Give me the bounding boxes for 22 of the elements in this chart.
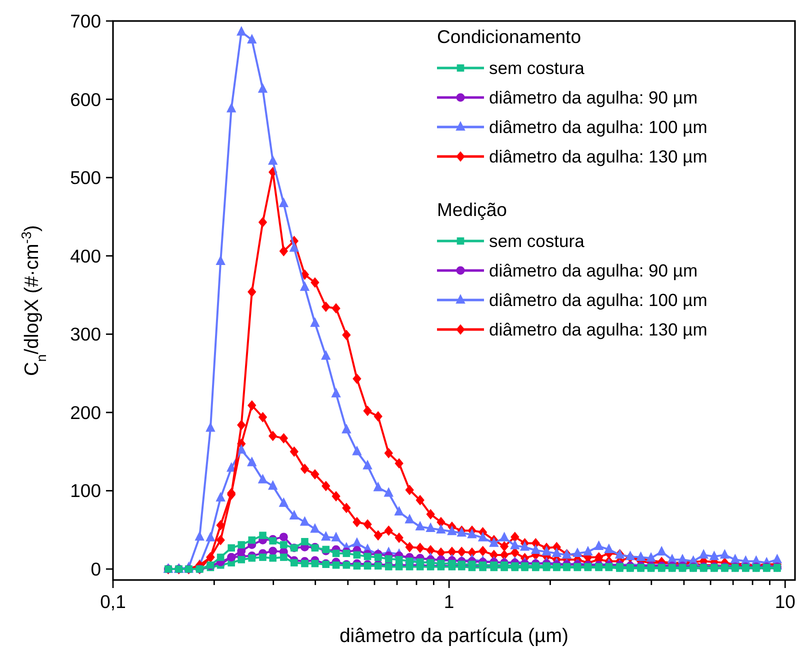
y-tick-label: 600 xyxy=(70,88,101,110)
legend-label: diâmetro da agulha: 130 µm xyxy=(489,146,708,166)
y-tick-label: 200 xyxy=(70,402,101,423)
y-tick-label: 700 xyxy=(70,10,101,32)
x-axis-title: diâmetro da partícula (µm) xyxy=(339,625,569,647)
legend-label: diâmetro da agulha: 130 µm xyxy=(489,320,708,340)
legend-label: diâmetro da agulha: 90 µm xyxy=(489,260,698,280)
x-tick-label: 1 xyxy=(444,591,454,612)
legend-label: sem costura xyxy=(489,58,585,78)
y-tick-label: 0 xyxy=(90,558,101,580)
y-tick-label: 500 xyxy=(70,167,101,188)
y-tick-label: 300 xyxy=(70,324,101,345)
x-tick-label: 10 xyxy=(774,591,796,612)
y-tick-label: 100 xyxy=(70,480,101,502)
legend-label: diâmetro da agulha: 100 µm xyxy=(489,117,708,137)
legend-title: Condicionamento xyxy=(437,26,581,47)
x-tick-label: 0,1 xyxy=(100,591,126,612)
annotation: Medição xyxy=(437,199,507,220)
legend-label: sem costura xyxy=(489,231,585,251)
legend-label: diâmetro da agulha: 100 µm xyxy=(489,290,708,310)
legend-label: diâmetro da agulha: 90 µm xyxy=(489,88,698,108)
y-tick-label: 400 xyxy=(70,245,101,266)
